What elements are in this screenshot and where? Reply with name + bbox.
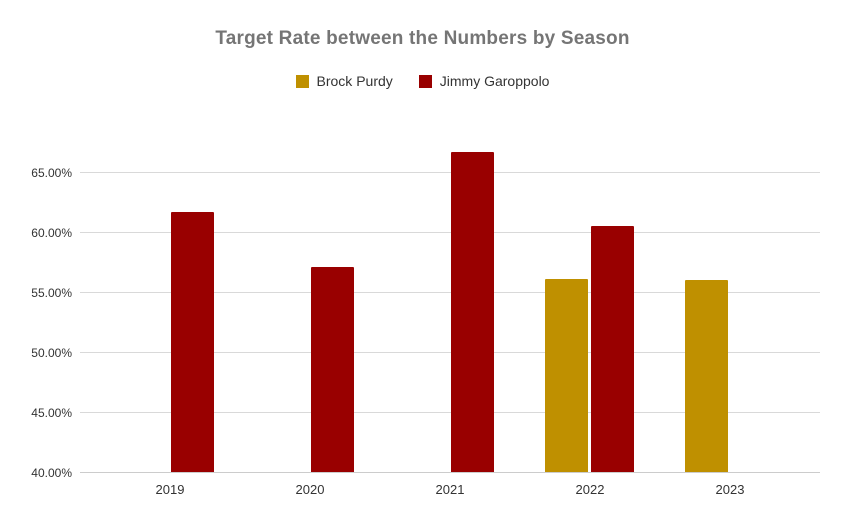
bar-jimmy-garoppolo-2021[interactable] [451, 151, 494, 472]
gridline [80, 412, 820, 413]
x-axis-category-label: 2021 [435, 482, 465, 497]
y-axis-tick-label: 65.00% [31, 166, 72, 180]
y-axis-tick-label: 60.00% [31, 226, 72, 240]
legend-swatch-icon [295, 74, 309, 88]
y-axis-tick-label: 45.00% [31, 406, 72, 420]
x-axis-category-label: 2022 [575, 482, 605, 497]
bar-brock-purdy-2023[interactable] [685, 280, 728, 472]
legend-swatch-icon [418, 74, 432, 88]
y-axis-tick-label: 50.00% [31, 346, 72, 360]
legend-item[interactable]: Jimmy Garoppolo [418, 73, 550, 89]
x-axis-category-label: 2020 [295, 482, 325, 497]
bar-jimmy-garoppolo-2022[interactable] [591, 226, 634, 472]
chart-title: Target Rate between the Numbers by Seaso… [215, 28, 630, 49]
gridline [80, 472, 820, 473]
legend-label: Jimmy Garoppolo [439, 73, 550, 89]
gridline [80, 352, 820, 353]
legend: Brock Purdy Jimmy Garoppolo [0, 73, 845, 89]
bar-brock-purdy-2022[interactable] [545, 278, 588, 472]
plot-area [80, 148, 820, 473]
gridline [80, 232, 820, 233]
x-axis-category-label: 2019 [155, 482, 185, 497]
bar-jimmy-garoppolo-2020[interactable] [311, 266, 354, 472]
x-axis-category-label: 2023 [715, 482, 745, 497]
legend-item[interactable]: Brock Purdy [295, 73, 393, 89]
legend-label: Brock Purdy [316, 73, 393, 89]
y-axis-tick-label: 40.00% [31, 466, 72, 480]
y-axis-tick-label: 55.00% [31, 286, 72, 300]
gridline [80, 292, 820, 293]
bar-jimmy-garoppolo-2019[interactable] [171, 211, 214, 472]
gridline [80, 172, 820, 173]
